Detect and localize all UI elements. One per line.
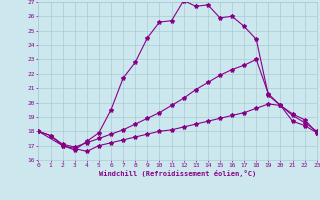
X-axis label: Windchill (Refroidissement éolien,°C): Windchill (Refroidissement éolien,°C) [99, 170, 256, 177]
